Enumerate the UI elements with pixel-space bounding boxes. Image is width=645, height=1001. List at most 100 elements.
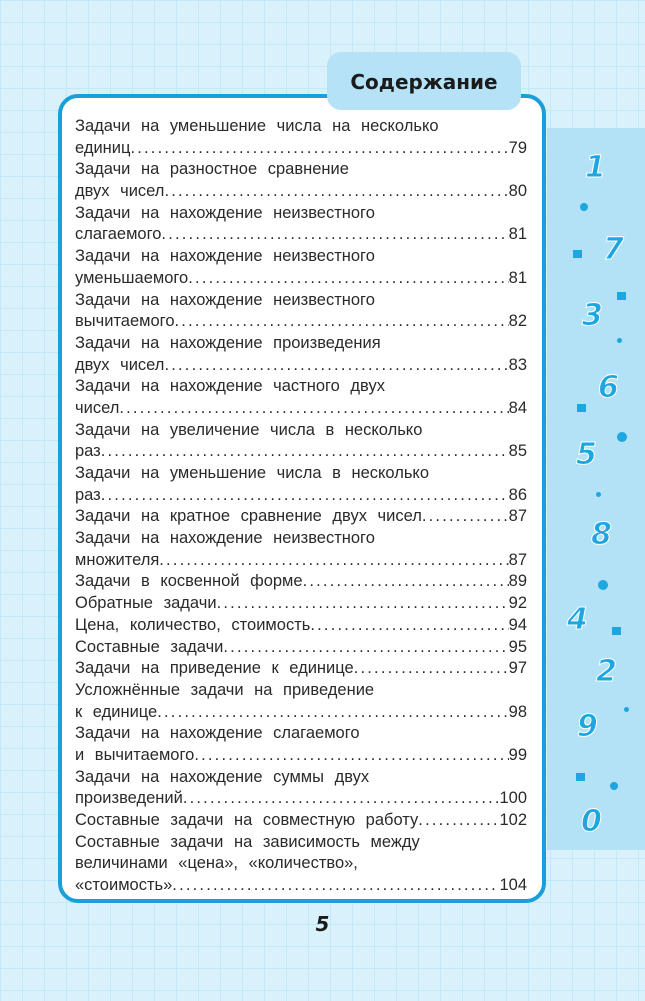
table-of-contents: Задачи на уменьшение числа на несколько е… bbox=[75, 116, 527, 897]
toc-entry[interactable]: Задачи на нахождение неизвестного слагаем… bbox=[75, 203, 527, 246]
page-title: Содержание bbox=[350, 70, 498, 94]
toc-entry[interactable]: Задачи на уменьшение числа на несколько е… bbox=[75, 116, 527, 159]
entry-title-line: единиц bbox=[75, 138, 131, 157]
dot-leader bbox=[188, 268, 508, 290]
square-decoration bbox=[612, 627, 621, 635]
digit-decoration: 4 bbox=[567, 602, 589, 638]
entry-page-number: 92 bbox=[508, 594, 527, 613]
dot-leader bbox=[354, 658, 509, 680]
entry-page-number: 87 bbox=[508, 507, 527, 526]
digit-decoration: 7 bbox=[603, 232, 625, 268]
entry-page-number: 87 bbox=[508, 550, 527, 569]
entry-title-line: Задачи на нахождение слагаемого bbox=[75, 724, 360, 743]
dot-leader bbox=[161, 224, 508, 246]
entry-title-line: Задачи на приведение к единице bbox=[75, 659, 354, 678]
entry-title-line: и вычитаемого bbox=[75, 745, 195, 764]
toc-entry[interactable]: Задачи на кратное сравнение двух чисел 87 bbox=[75, 506, 527, 528]
toc-entry[interactable]: Составные задачи на зависимость между вел… bbox=[75, 832, 527, 897]
entry-title-line: Задачи на уменьшение числа на несколько bbox=[75, 117, 439, 135]
entry-page-number: 86 bbox=[508, 485, 527, 504]
entry-title-line: Задачи на разностное сравнение bbox=[75, 160, 349, 179]
dot-leader bbox=[101, 441, 509, 463]
toc-entry[interactable]: Задачи на нахождение суммы двух произведе… bbox=[75, 767, 527, 810]
page-number: 5 bbox=[315, 912, 330, 936]
entry-title-line: Задачи в косвенной форме bbox=[75, 572, 303, 591]
dot-leader bbox=[223, 637, 508, 659]
entry-title-line: двух чисел bbox=[75, 182, 165, 201]
entry-page-number: 83 bbox=[508, 355, 527, 374]
dot-leader bbox=[164, 181, 508, 203]
toc-entry[interactable]: Задачи в косвенной форме 89 bbox=[75, 571, 527, 593]
toc-entry[interactable]: Задачи на увеличение числа в несколько ра… bbox=[75, 420, 527, 463]
dot-leader bbox=[422, 506, 509, 528]
entry-page-number: 104 bbox=[499, 876, 527, 895]
dot-leader bbox=[217, 593, 509, 615]
entry-title-line: Задачи на уменьшение числа в несколько bbox=[75, 464, 430, 482]
dot-leader bbox=[194, 745, 508, 767]
toc-entry[interactable]: Усложнённые задачи на приведение к единиц… bbox=[75, 680, 527, 723]
entry-title-line: Цена, количество, стоимость bbox=[75, 615, 311, 634]
digit-decoration: 8 bbox=[591, 517, 613, 553]
entry-page-number: 94 bbox=[508, 615, 527, 634]
toc-entry[interactable]: Задачи на нахождение слагаемого и вычитае… bbox=[75, 723, 527, 766]
dot-decoration bbox=[596, 492, 601, 497]
entry-title-line: множителя bbox=[75, 550, 160, 569]
dot-leader bbox=[119, 398, 508, 420]
entry-title-line: Обратные задачи bbox=[75, 594, 217, 613]
entry-title-line: Задачи на увеличение числа в несколько bbox=[75, 420, 423, 439]
square-decoration bbox=[577, 404, 586, 412]
entry-title-line: Усложнённые задачи на приведение bbox=[75, 680, 375, 699]
entry-title-line: Задачи на нахождение неизвестного bbox=[75, 529, 375, 548]
dot-leader bbox=[418, 810, 499, 832]
dot-leader bbox=[183, 788, 500, 810]
dot-decoration bbox=[617, 432, 627, 442]
dot-decoration bbox=[624, 707, 629, 712]
entry-title-line: Задачи на нахождение неизвестного bbox=[75, 203, 375, 222]
entry-page-number: 81 bbox=[508, 225, 527, 244]
dot-leader bbox=[172, 875, 499, 897]
entry-title-line: раз bbox=[75, 442, 101, 461]
toc-entry[interactable]: Задачи на приведение к единице 97 bbox=[75, 658, 527, 680]
entry-title-line: Составные задачи bbox=[75, 637, 224, 656]
toc-entry[interactable]: Задачи на уменьшение числа в несколько ра… bbox=[75, 463, 527, 506]
entry-title-line: Задачи на кратное сравнение двух чисел bbox=[75, 507, 422, 526]
entry-title-line: уменьшаемого bbox=[75, 268, 189, 287]
entry-title-line: вычитаемого bbox=[75, 312, 175, 331]
decorative-side-strip bbox=[547, 128, 645, 850]
dot-decoration bbox=[610, 782, 618, 790]
toc-entry[interactable]: Задачи на нахождение частного двух чисел 8… bbox=[75, 376, 527, 419]
toc-entry[interactable]: Задачи на нахождение неизвестного вычитае… bbox=[75, 290, 527, 333]
dot-leader bbox=[130, 138, 508, 160]
entry-title-line: Составные задачи на зависимость между bbox=[75, 832, 420, 851]
toc-entry[interactable]: Задачи на нахождение неизвестного множите… bbox=[75, 528, 527, 571]
digit-decoration: 3 bbox=[582, 298, 604, 334]
entry-page-number: 85 bbox=[508, 442, 527, 461]
toc-entry[interactable]: Задачи на разностное сравнение двух чисел… bbox=[75, 159, 527, 202]
entry-page-number: 80 bbox=[508, 182, 527, 201]
entry-page-number: 81 bbox=[508, 268, 527, 287]
entry-title-line: чисел bbox=[75, 398, 120, 417]
toc-entry[interactable]: Задачи на нахождение произведения двух чи… bbox=[75, 333, 527, 376]
digit-decoration: 0 bbox=[581, 804, 603, 840]
dot-decoration bbox=[617, 338, 622, 343]
entry-title-line: «стоимость» bbox=[75, 876, 173, 895]
entry-page-number: 98 bbox=[508, 702, 527, 721]
entry-page-number: 97 bbox=[508, 659, 527, 678]
entry-title-line: Задачи на нахождение частного двух bbox=[75, 377, 385, 396]
toc-entry[interactable]: Задачи на нахождение неизвестного уменьша… bbox=[75, 246, 527, 289]
dot-leader bbox=[303, 571, 509, 593]
dot-leader bbox=[310, 615, 508, 637]
entry-page-number: 79 bbox=[508, 138, 527, 157]
entry-page-number: 84 bbox=[508, 398, 527, 417]
digit-decoration: 2 bbox=[596, 654, 618, 690]
entry-title-line: слагаемого bbox=[75, 225, 162, 244]
toc-entry[interactable]: Цена, количество, стоимость 94 bbox=[75, 615, 527, 637]
dot-leader bbox=[175, 311, 509, 333]
title-tab bbox=[327, 52, 521, 110]
toc-entry[interactable]: Составные задачи на совместную работу 102 bbox=[75, 810, 527, 832]
entry-title-line: Задачи на нахождение суммы двух bbox=[75, 767, 370, 786]
toc-entry[interactable]: Составные задачи 95 bbox=[75, 637, 527, 659]
square-decoration bbox=[573, 250, 582, 258]
toc-entry[interactable]: Обратные задачи 92 bbox=[75, 593, 527, 615]
digit-decoration: 1 bbox=[585, 150, 607, 186]
